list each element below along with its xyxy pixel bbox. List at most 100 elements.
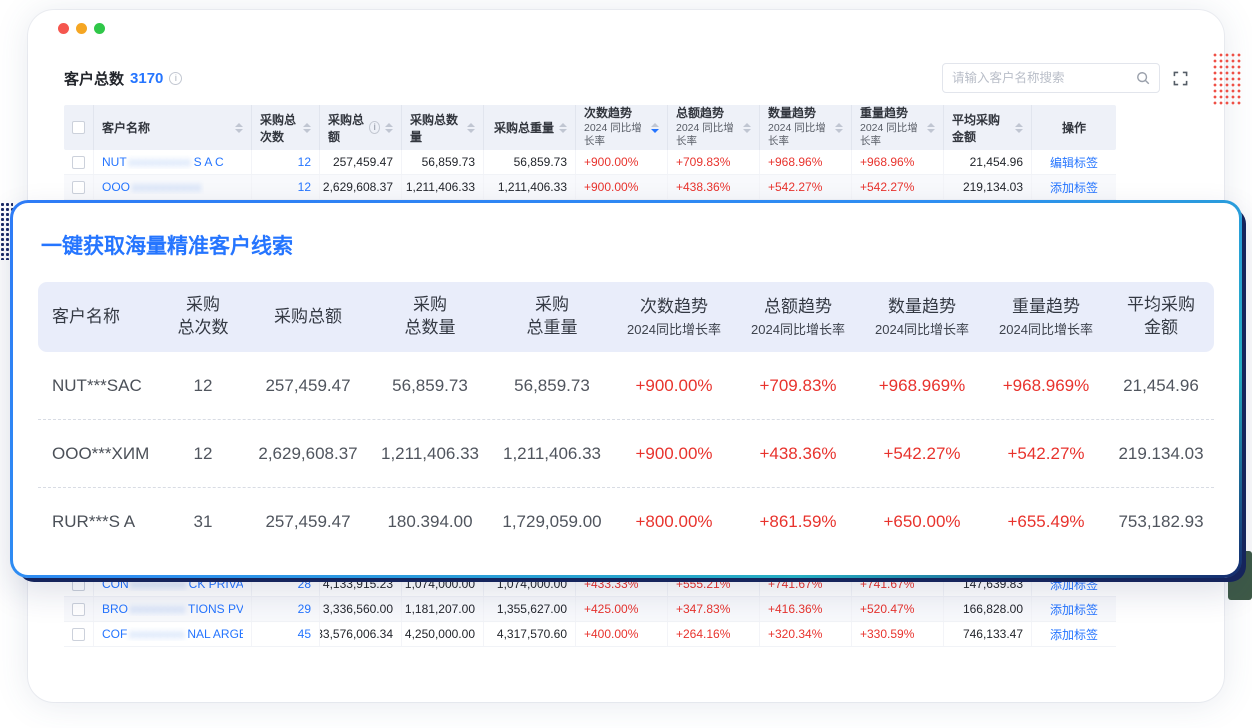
column-header-purchase-quantity[interactable]: 采购总数量: [402, 105, 484, 150]
row-checkbox[interactable]: [72, 180, 85, 194]
column-header-purchase-weight[interactable]: 采购总重量: [484, 105, 576, 150]
maximize-window-button[interactable]: [94, 23, 105, 34]
overlay-col-amount-trend: 总额趋势 2024同比增长率: [751, 296, 845, 337]
overlay-purchase-amount: 257,459.47: [265, 512, 351, 531]
select-all-checkbox[interactable]: [72, 121, 85, 134]
overlay-table-header: 客户名称 采购 总次数 采购总额 采购 总数量 采购 总重量 次数趋势 2024同比增长…: [38, 282, 1214, 352]
overlay-customer-name: OOO***ХИМ: [52, 443, 150, 463]
row-checkbox-cell: [64, 597, 94, 621]
average-amount-cell: 21,454.96: [944, 150, 1032, 174]
add-tag-button[interactable]: 添加标签: [1049, 180, 1098, 195]
customer-name-link[interactable]: NUT xxxxxxxxx S A C: [102, 155, 224, 169]
sort-icon[interactable]: [559, 122, 567, 133]
overlay-table-row: OOO***ХИМ 12 2,629,608.37 1,211,406.33 1…: [38, 420, 1214, 488]
purchase-weight-cell: 4,317,570.60: [484, 622, 576, 646]
overlay-purchase-quantity: 56,859.73: [392, 375, 468, 395]
overlay-weight-trend: +542.27%: [1007, 443, 1085, 463]
row-checkbox[interactable]: [72, 577, 85, 591]
minimize-window-button[interactable]: [76, 23, 87, 34]
fullscreen-icon[interactable]: [1173, 71, 1188, 86]
column-header-customer-name[interactable]: 客户名称: [94, 105, 252, 150]
average-amount-cell: 166,828.00: [944, 597, 1032, 621]
halftone-navy-decoration: [0, 202, 13, 260]
overlay-col-purchase-weight: 采购 总重量: [526, 295, 578, 337]
purchase-weight-cell: 1,355,627.00: [484, 597, 576, 621]
select-all-cell: [64, 105, 94, 150]
sort-icon[interactable]: [385, 122, 393, 133]
overlay-col-weight-trend: 重量趋势 2024同比增长率: [999, 296, 1093, 337]
action-cell: 编辑标签: [1032, 150, 1116, 174]
overlay-weight-trend: +655.49%: [1007, 512, 1085, 531]
row-checkbox-cell: [64, 150, 94, 174]
row-checkbox-cell: [64, 622, 94, 646]
column-header-actions: 操作: [1061, 121, 1086, 135]
close-window-button[interactable]: [58, 23, 69, 34]
overlay-col-purchase-times: 采购 总次数: [177, 295, 229, 337]
row-checkbox[interactable]: [72, 155, 85, 169]
column-header-times-trend[interactable]: 次数趋势 2024 同比增长率: [576, 105, 668, 150]
column-header-average-amount[interactable]: 平均采购金额: [944, 105, 1032, 150]
purchase-weight-cell: 1,074,000.00: [484, 572, 576, 596]
times-trend-cell: +900.00%: [576, 175, 668, 199]
add-tag-button[interactable]: 添加标签: [1049, 602, 1098, 617]
info-icon[interactable]: i: [369, 121, 380, 134]
column-header-weight-trend[interactable]: 重量趋势 2024 同比增长率: [852, 105, 944, 150]
overlay-quantity-trend: +968.969%: [878, 375, 966, 395]
overlay-table-row: NUT***SAC 12 257,459.47 56,859.73 56,859…: [38, 352, 1214, 420]
action-cell: 添加标签: [1032, 572, 1116, 596]
info-icon[interactable]: i: [169, 71, 183, 85]
customer-name-cell: OOO xxxxxxxxxx: [94, 175, 252, 199]
column-header-purchase-amount[interactable]: 采购总额 i: [320, 105, 402, 150]
window-controls: [58, 23, 105, 34]
overlay-col-purchase-quantity: 采购 总数量: [404, 295, 456, 337]
quantity-trend-cell: +416.36%: [760, 597, 852, 621]
quantity-trend-cell: +741.67%: [760, 572, 852, 596]
sort-icon[interactable]: [467, 122, 475, 133]
column-header-quantity-trend[interactable]: 数量趋势 2024 同比增长率: [760, 105, 852, 150]
row-checkbox[interactable]: [72, 627, 85, 641]
overlay-times-trend: +900.00%: [635, 375, 713, 395]
amount-trend-cell: +555.21%: [668, 572, 760, 596]
overlay-col-customer-name: 客户名称: [52, 306, 120, 326]
purchase-amount-cell: 2,629,608.37: [320, 175, 402, 199]
quantity-trend-cell: +542.27%: [760, 175, 852, 199]
average-amount-cell: 147,639.83: [944, 572, 1032, 596]
weight-trend-cell: +542.27%: [852, 175, 944, 199]
overlay-purchase-times: 12: [193, 443, 213, 463]
customer-name-link[interactable]: OOO xxxxxxxxxx: [102, 180, 203, 194]
row-checkbox[interactable]: [72, 602, 85, 616]
column-header-purchase-times[interactable]: 采购总次数: [252, 105, 320, 150]
times-trend-cell: +433.33%: [576, 572, 668, 596]
overlay-col-average-amount: 平均采购 金额: [1127, 295, 1195, 337]
sort-icon[interactable]: [303, 122, 311, 133]
search-icon[interactable]: [1136, 71, 1150, 85]
sort-icon[interactable]: [235, 122, 243, 133]
leads-overlay-card: 一键获取海量精准客户线索 客户名称 采购 总次数 采购总额 采购 总数量 采购 总重量…: [10, 200, 1242, 578]
search-input[interactable]: [952, 71, 1136, 85]
add-tag-button[interactable]: 添加标签: [1049, 577, 1098, 592]
purchase-times-cell: 12: [252, 175, 320, 199]
purchase-amount-cell: 3,336,560.00: [320, 597, 402, 621]
sort-icon[interactable]: [835, 122, 843, 133]
sort-icon[interactable]: [927, 122, 935, 133]
action-cell: 添加标签: [1032, 597, 1116, 621]
sort-icon-active[interactable]: [651, 122, 659, 133]
average-amount-cell: 219,134.03: [944, 175, 1032, 199]
purchase-times-cell: 29: [252, 597, 320, 621]
purchase-quantity-cell: 1,181,207.00: [402, 597, 484, 621]
sort-icon[interactable]: [1015, 122, 1023, 133]
title-group: 客户总数 3170 i: [64, 68, 183, 89]
sort-icon[interactable]: [743, 122, 751, 133]
add-tag-button[interactable]: 添加标签: [1049, 627, 1098, 642]
edit-tag-button[interactable]: 编辑标签: [1049, 155, 1098, 170]
overlay-quantity-trend: +542.27%: [883, 443, 961, 463]
column-header-amount-trend[interactable]: 总额趋势 2024 同比增长率: [668, 105, 760, 150]
search-input-wrapper[interactable]: [942, 63, 1160, 93]
average-amount-cell: 746,133.47: [944, 622, 1032, 646]
